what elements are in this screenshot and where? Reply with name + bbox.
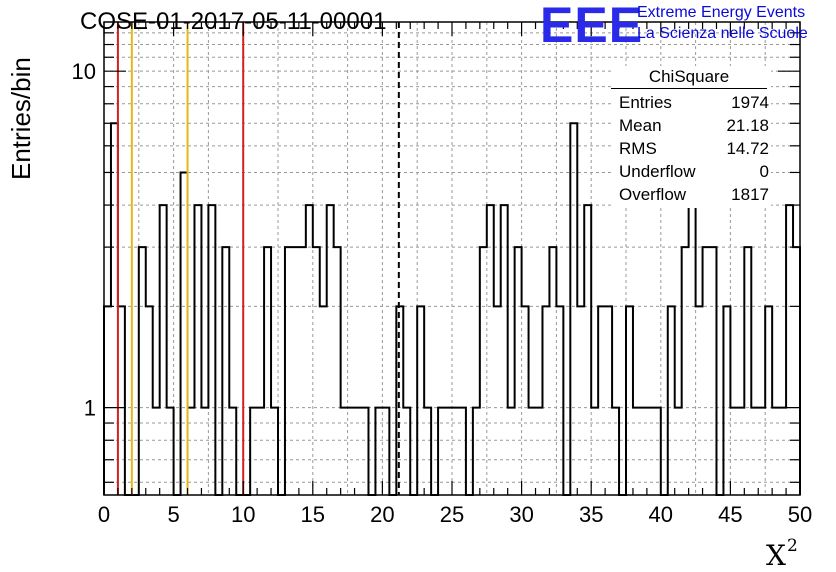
x-tick-label: 40 — [649, 502, 673, 527]
stats-label: Mean — [619, 116, 662, 135]
y-tick-label: 1 — [84, 396, 96, 421]
stats-row-underflow: Underflow 0 — [611, 160, 775, 183]
x-tick-label: 5 — [167, 502, 179, 527]
stats-value: 1817 — [731, 185, 769, 204]
x-axis-label: X2 — [766, 536, 798, 572]
stats-box-background — [611, 66, 771, 208]
x-tick-label: 35 — [579, 502, 603, 527]
stats-value: 14.72 — [726, 139, 769, 158]
x-tick-label: 15 — [301, 502, 325, 527]
x-tick-label: 25 — [440, 502, 464, 527]
stats-row-entries: Entries 1974 — [611, 91, 775, 114]
stats-title: ChiSquare — [611, 66, 767, 89]
stats-box: ChiSquare Entries 1974 Mean 21.18 RMS 14.72… — [611, 66, 775, 206]
y-tick-label: 10 — [72, 59, 96, 84]
x-tick-label: 45 — [718, 502, 742, 527]
x-axis-label-main: X — [766, 539, 786, 572]
stats-value: 0 — [759, 162, 769, 181]
histogram-series — [103, 122, 801, 496]
x-tick-label: 30 — [509, 502, 533, 527]
x-tick-label: 50 — [788, 502, 812, 527]
x-tick-label: 10 — [231, 502, 255, 527]
y-axis-label: Entries/bin — [6, 57, 36, 180]
chart-title: COSE-01-2017-05-11-00001 — [80, 8, 387, 35]
stats-row-rms: RMS 14.72 — [611, 137, 775, 160]
stats-row-overflow: Overflow 1817 — [611, 183, 775, 206]
stats-label: Entries — [619, 93, 672, 112]
logo-subtitle-line1: Extreme Energy Events — [637, 4, 806, 21]
stats-value: 21.18 — [726, 116, 769, 135]
stats-value: 1974 — [731, 93, 769, 112]
x-axis-label-superscript: 2 — [786, 536, 798, 556]
x-tick-label: 20 — [370, 502, 394, 527]
x-tick-label: 0 — [98, 502, 110, 527]
eee-logo: EEE — [540, 0, 644, 53]
logo-subtitle-line2: La Scienza nelle Scuole — [637, 25, 808, 42]
stats-row-mean: Mean 21.18 — [611, 114, 775, 137]
stats-label: Overflow — [619, 185, 687, 204]
stats-label: RMS — [619, 139, 657, 158]
stats-label: Underflow — [619, 162, 696, 181]
